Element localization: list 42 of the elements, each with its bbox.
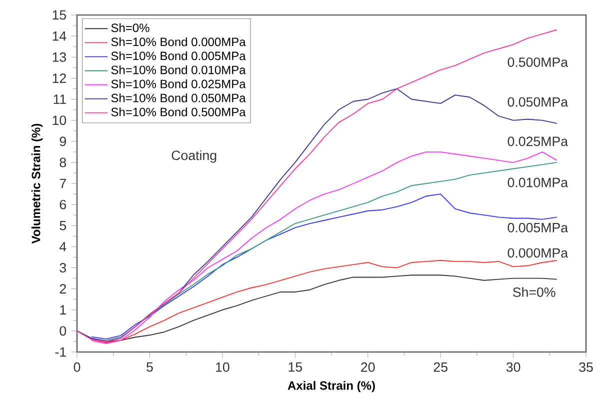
annotation: 0.050MPa bbox=[508, 97, 568, 107]
y-axis-title: Volumetric Strain (%) bbox=[31, 124, 43, 244]
legend-label: Sh=10% Bond 0.050MPa bbox=[111, 93, 246, 102]
y-tick-label: 5 bbox=[60, 220, 66, 230]
y-tick-label: 14 bbox=[52, 31, 66, 41]
legend-label: Sh=10% Bond 0.025MPa bbox=[111, 79, 246, 88]
y-tick-label: 6 bbox=[60, 200, 66, 210]
x-tick-label: 25 bbox=[434, 362, 448, 372]
annotation: 0.000MPa bbox=[508, 248, 568, 258]
y-tick-label: 10 bbox=[52, 116, 66, 126]
annotation: Coating bbox=[172, 150, 216, 163]
y-tick-label: -1 bbox=[55, 347, 66, 357]
x-axis-title: Axial Strain (%) bbox=[288, 380, 375, 392]
y-tick-label: 3 bbox=[60, 263, 66, 272]
x-tick-label: 0 bbox=[74, 362, 80, 372]
x-tick-label: 15 bbox=[288, 362, 302, 372]
legend-label: Sh=10% Bond 0.500MPa bbox=[111, 107, 246, 116]
y-tick-label: 4 bbox=[60, 242, 66, 252]
legend-label: Sh=10% Bond 0.010MPa bbox=[111, 65, 246, 74]
annotation: 0.010MPa bbox=[508, 178, 568, 188]
x-tick-label: 30 bbox=[506, 362, 520, 372]
annotation: Sh=0% bbox=[513, 287, 556, 297]
y-tick-label: 15 bbox=[52, 10, 66, 20]
y-tick-label: 8 bbox=[60, 158, 66, 168]
annotation: 0.005MPa bbox=[508, 222, 568, 232]
y-tick-label: 7 bbox=[60, 178, 66, 188]
x-tick-label: 35 bbox=[579, 362, 593, 372]
y-tick-label: 2 bbox=[60, 284, 66, 294]
y-tick-label: 13 bbox=[52, 52, 66, 62]
legend-label: Sh=10% Bond 0.005MPa bbox=[111, 51, 246, 60]
legend-label: Sh=0% bbox=[111, 23, 150, 32]
y-tick-label: 0 bbox=[60, 326, 66, 336]
y-tick-label: 12 bbox=[52, 74, 66, 83]
legend-label: Sh=10% Bond 0.000MPa bbox=[111, 37, 246, 46]
annotation: 0.500MPa bbox=[508, 57, 568, 67]
annotation: 0.025MPa bbox=[508, 136, 568, 146]
y-tick-label: 1 bbox=[60, 305, 66, 314]
x-tick-label: 5 bbox=[146, 362, 153, 372]
y-tick-label: 11 bbox=[54, 94, 66, 104]
y-tick-label: 9 bbox=[60, 136, 66, 146]
x-tick-label: 10 bbox=[216, 362, 230, 372]
x-tick-label: 20 bbox=[361, 362, 375, 372]
